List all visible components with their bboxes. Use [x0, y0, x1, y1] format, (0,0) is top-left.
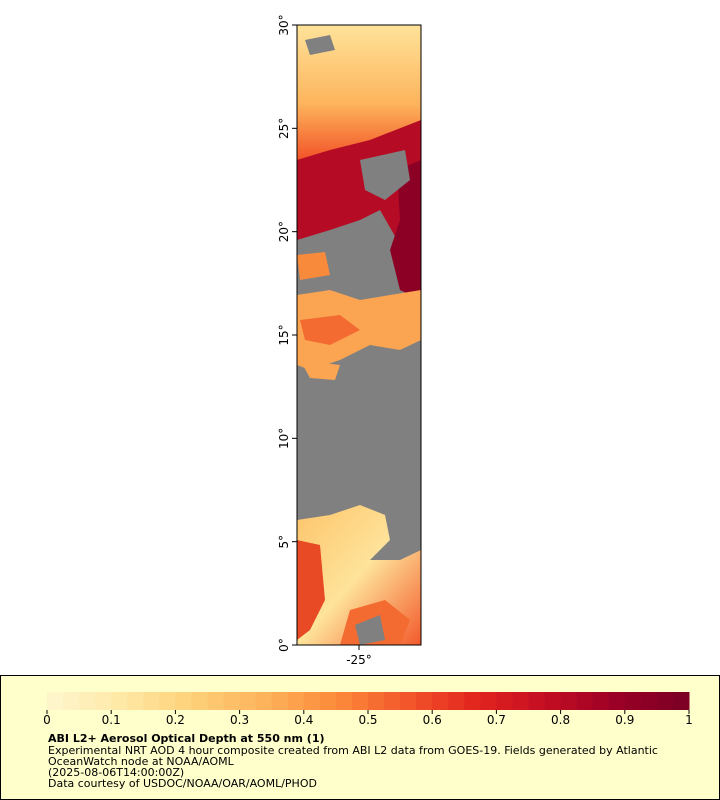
colorbar-cell [111, 692, 128, 710]
legend-line: Data courtesy of USDOC/NOAA/OAR/AOML/PHO… [48, 777, 317, 790]
aod-map [297, 25, 421, 645]
legend-line: (2025-08-06T14:00:00Z) [48, 766, 184, 779]
colorbar-cell [95, 692, 112, 710]
y-tick-label: 30° [277, 14, 291, 35]
colorbar-cell [271, 692, 289, 710]
legend-line: OceanWatch node at NOAA/AOML [48, 755, 235, 768]
colorbar-cell [464, 692, 481, 710]
y-tick-label: 10° [277, 428, 291, 449]
colorbar-cell [175, 692, 192, 710]
colorbar-cell [63, 692, 80, 710]
colorbar-cell [480, 692, 497, 710]
y-tick-label: 25° [277, 118, 291, 139]
colorbar-tick-label: 1 [685, 713, 693, 727]
colorbar-cell [239, 692, 257, 710]
colorbar-cell [496, 692, 513, 710]
colorbar-cell [143, 692, 160, 710]
colorbar-tick-label: 0.9 [615, 713, 634, 727]
colorbar-cell [656, 692, 674, 710]
y-tick-label: 0° [277, 638, 291, 652]
colorbar-tick-label: 0.1 [102, 713, 121, 727]
colorbar-cell [191, 692, 208, 710]
colorbar-cell [368, 692, 385, 710]
colorbar-cell [335, 692, 353, 710]
colorbar-cell [528, 692, 546, 710]
colorbar-cell [640, 692, 658, 710]
colorbar-tick-label: 0.5 [358, 713, 377, 727]
colorbar-cell [432, 692, 449, 710]
colorbar-cell [159, 692, 176, 710]
colorbar-cell [608, 692, 626, 710]
colorbar-cell [287, 692, 305, 710]
colorbar-cell [384, 692, 401, 710]
colorbar-tick-label: 0.8 [551, 713, 570, 727]
colorbar-cell [672, 692, 690, 710]
colorbar-cell [127, 692, 144, 710]
colorbar-cell [448, 692, 465, 710]
colorbar-cell [416, 692, 433, 710]
y-tick-label: 5° [277, 535, 291, 549]
y-tick-label: 15° [277, 324, 291, 345]
colorbar-cell [576, 692, 594, 710]
colorbar-tick-label: 0.7 [487, 713, 506, 727]
colorbar-tick-label: 0.4 [294, 713, 313, 727]
colorbar-tick-label: 0.3 [230, 713, 249, 727]
colorbar-cell [560, 692, 578, 710]
legend-title: ABI L2+ Aerosol Optical Depth at 550 nm … [48, 732, 325, 745]
colorbar-tick-label: 0.2 [166, 713, 185, 727]
colorbar-cell [79, 692, 96, 710]
colorbar-cell [303, 692, 321, 710]
colorbar-cell [223, 692, 241, 710]
colorbar-cell [207, 692, 225, 710]
colorbar-cell [512, 692, 529, 710]
colorbar-cell [592, 692, 610, 710]
colorbar-tick-label: 0 [43, 713, 51, 727]
colorbar-cell [351, 692, 369, 710]
colorbar-tick-label: 0.6 [423, 713, 442, 727]
colorbar-cell [400, 692, 417, 710]
x-tick-label: -25° [346, 653, 372, 667]
colorbar-cell [319, 692, 337, 710]
colorbar-cell [255, 692, 273, 710]
colorbar-cell [624, 692, 642, 710]
colorbar-cell [47, 692, 64, 710]
colorbar-cell [544, 692, 562, 710]
y-tick-label: 20° [277, 221, 291, 242]
legend-line: Experimental NRT AOD 4 hour composite cr… [48, 744, 658, 757]
